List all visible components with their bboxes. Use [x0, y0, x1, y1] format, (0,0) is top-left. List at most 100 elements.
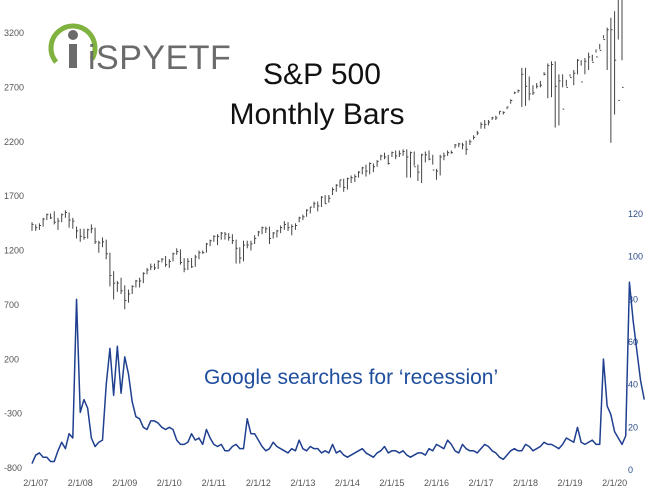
ohlc-bar-25 — [124, 285, 127, 310]
right-tick-label-0: 0 — [628, 465, 633, 475]
left-tick-label-0: 3200 — [4, 28, 24, 38]
ohlc-bar-83 — [339, 179, 342, 188]
ohlc-bar-124 — [491, 116, 494, 120]
left-tick-label-8: -800 — [4, 463, 22, 473]
ohlc-bar-16 — [90, 224, 93, 234]
ohlc-bar-151 — [591, 54, 594, 63]
x-tick-label-1: 2/1/08 — [68, 478, 93, 488]
left-tick-label-4: 1200 — [4, 246, 24, 256]
ohlc-bar-1 — [35, 224, 38, 231]
ohlc-bar-108 — [432, 154, 435, 171]
ohlc-bar-99 — [398, 150, 401, 157]
x-tick-label-9: 2/1/16 — [424, 478, 449, 488]
ohlc-bar-0 — [31, 222, 34, 231]
ohlc-bar-18 — [98, 240, 101, 253]
ohlc-bar-38 — [172, 252, 175, 262]
ohlc-bar-135 — [532, 85, 535, 95]
right-tick-label-3: 60 — [628, 337, 638, 347]
ohlc-bar-26 — [127, 289, 131, 303]
left-tick-label-2: 2200 — [4, 137, 24, 147]
ohlc-bar-157 — [614, 11, 617, 115]
right-tick-label-1: 20 — [628, 422, 638, 432]
ohlc-bar-155 — [606, 27, 609, 70]
x-tick-label-8: 2/1/15 — [379, 478, 404, 488]
ohlc-bar-144 — [565, 79, 568, 88]
ohlc-bar-158 — [617, 0, 620, 101]
ohlc-bar-97 — [391, 151, 394, 157]
ohlc-bar-100 — [402, 149, 405, 156]
ohlc-bar-51 — [220, 232, 223, 240]
ohlc-bar-109 — [435, 168, 439, 180]
ohlc-bar-37 — [168, 259, 171, 268]
ohlc-bar-8 — [61, 213, 64, 223]
ohlc-bar-138 — [543, 72, 546, 76]
ohlc-bar-125 — [495, 115, 498, 120]
ohlc-bar-121 — [480, 122, 483, 129]
ohlc-bar-6 — [53, 211, 56, 225]
ohlc-bar-45 — [198, 250, 201, 260]
left-tick-label-5: 700 — [4, 300, 19, 310]
ohlc-bar-120 — [476, 130, 479, 136]
ohlc-bar-127 — [502, 111, 505, 115]
ohlc-bar-59 — [250, 240, 253, 251]
ohlc-bar-90 — [365, 164, 368, 177]
ohlc-bar-19 — [102, 237, 105, 248]
ohlc-bar-79 — [324, 195, 327, 205]
logo: iSPYETF — [48, 23, 231, 77]
x-tick-label-0: 2/1/07 — [23, 478, 48, 488]
ohlc-bar-68 — [283, 221, 286, 230]
ohlc-bar-129 — [510, 99, 513, 104]
ohlc-bar-41 — [183, 258, 186, 273]
ohlc-bar-58 — [246, 240, 249, 249]
ohlc-bar-76 — [313, 201, 316, 209]
ohlc-bar-52 — [224, 232, 227, 240]
ohlc-bar-150 — [588, 52, 591, 70]
ohlc-bar-113 — [450, 150, 453, 154]
ohlc-bar-2 — [38, 223, 42, 230]
ohlc-bar-61 — [257, 230, 260, 237]
x-tick-label-13: 2/1/20 — [602, 478, 627, 488]
ohlc-bar-75 — [309, 206, 312, 214]
ohlc-bar-74 — [306, 209, 309, 217]
ohlc-bar-147 — [576, 59, 580, 75]
ohlc-bar-95 — [384, 152, 387, 160]
ohlc-bar-43 — [191, 258, 194, 268]
ohlc-bar-53 — [228, 233, 231, 241]
ohlc-bar-86 — [350, 175, 353, 184]
ohlc-bar-130 — [513, 91, 516, 94]
ohlc-bar-36 — [165, 255, 168, 267]
ohlc-bar-34 — [157, 260, 160, 269]
ohlc-bar-119 — [473, 135, 476, 140]
x-tick-label-11: 2/1/18 — [513, 478, 538, 488]
ohlc-bar-145 — [569, 74, 572, 79]
left-tick-label-6: 200 — [4, 354, 19, 364]
ohlc-bar-42 — [187, 258, 190, 271]
ohlc-bar-66 — [276, 229, 279, 238]
ohlc-bar-134 — [528, 76, 531, 101]
ohlc-bar-149 — [584, 58, 587, 75]
x-tick-label-4: 2/1/11 — [202, 478, 226, 488]
ohlc-bar-10 — [68, 212, 71, 228]
x-tick-label-2: 2/1/09 — [112, 478, 137, 488]
ohlc-bar-114 — [454, 143, 457, 149]
ohlc-bar-7 — [57, 217, 60, 230]
ohlc-bar-132 — [521, 67, 524, 107]
ohlc-bar-146 — [573, 69, 576, 86]
ohlc-bar-123 — [487, 120, 491, 126]
ohlc-bar-141 — [554, 61, 557, 128]
ohlc-bar-5 — [50, 213, 53, 219]
x-tick-label-7: 2/1/14 — [335, 478, 360, 488]
ohlc-bar-93 — [376, 160, 379, 167]
ohlc-bar-105 — [421, 153, 424, 184]
ohlc-bar-54 — [231, 234, 234, 244]
ohlc-bar-72 — [298, 216, 301, 223]
chart-title-line-1: S&P 500 — [263, 58, 381, 91]
ohlc-bar-128 — [506, 106, 509, 110]
logo-mark-icon — [48, 23, 98, 73]
ohlc-bar-70 — [291, 224, 294, 236]
ohlc-bar-118 — [469, 139, 472, 146]
ohlc-bar-47 — [205, 242, 209, 253]
ohlc-bar-131 — [517, 89, 520, 93]
ohlc-bar-110 — [439, 154, 442, 176]
ohlc-bar-67 — [280, 225, 283, 234]
